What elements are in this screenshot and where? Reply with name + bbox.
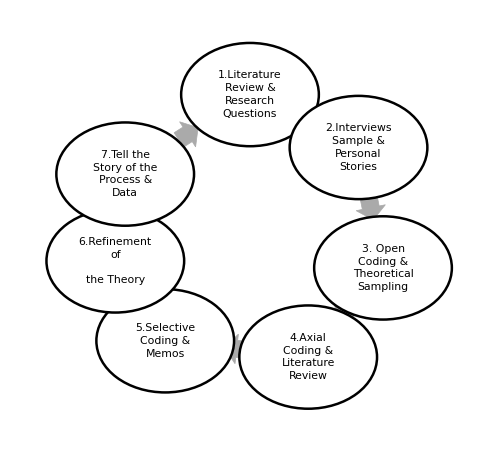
Text: 7.Tell the
Story of the
Process &
Data: 7.Tell the Story of the Process & Data	[93, 150, 158, 198]
Ellipse shape	[46, 209, 184, 313]
Polygon shape	[174, 122, 198, 147]
Ellipse shape	[96, 289, 234, 392]
Ellipse shape	[290, 96, 428, 199]
Ellipse shape	[181, 43, 319, 146]
Text: 4.Axial
Coding &
Literature
Review: 4.Axial Coding & Literature Review	[282, 333, 335, 381]
Text: 2.Interviews
Sample &
Personal
Stories: 2.Interviews Sample & Personal Stories	[326, 123, 392, 172]
Text: 1.Literature
Review &
Research
Questions: 1.Literature Review & Research Questions	[218, 71, 282, 119]
Ellipse shape	[314, 216, 452, 319]
Ellipse shape	[56, 122, 194, 226]
Ellipse shape	[240, 305, 377, 409]
Text: 5.Selective
Coding &
Memos: 5.Selective Coding & Memos	[135, 323, 196, 359]
Polygon shape	[291, 108, 316, 134]
Polygon shape	[334, 299, 359, 322]
Text: 6.Refinement
of

the Theory: 6.Refinement of the Theory	[78, 237, 152, 285]
Polygon shape	[356, 196, 386, 220]
Text: 3. Open
Coding &
Theoretical
Sampling: 3. Open Coding & Theoretical Sampling	[352, 244, 414, 292]
Polygon shape	[224, 334, 248, 364]
Polygon shape	[128, 290, 153, 314]
Polygon shape	[106, 205, 135, 229]
